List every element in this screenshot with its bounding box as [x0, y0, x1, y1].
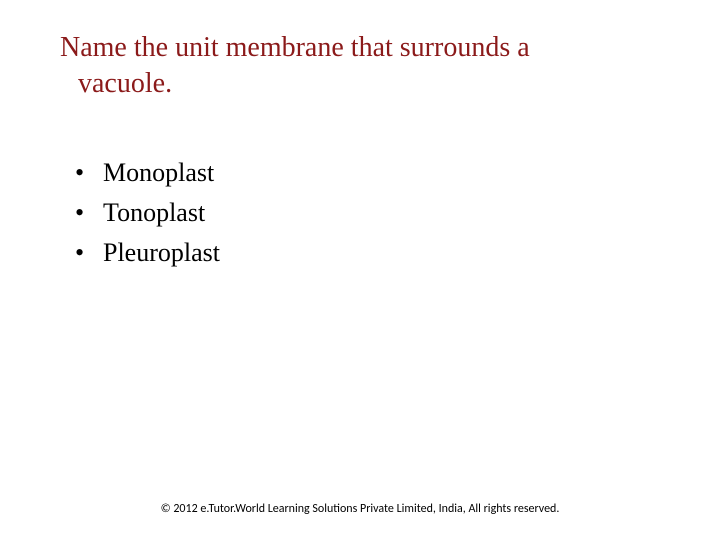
option-item: Monoplast: [75, 153, 670, 193]
option-item: Pleuroplast: [75, 233, 670, 273]
options-list: Monoplast Tonoplast Pleuroplast: [50, 153, 670, 274]
option-item: Tonoplast: [75, 193, 670, 233]
question-line-2: vacuole.: [60, 66, 670, 102]
question-line-1: Name the unit membrane that surrounds a: [60, 30, 670, 66]
slide-container: Name the unit membrane that surrounds a …: [0, 0, 720, 540]
question-text: Name the unit membrane that surrounds a …: [50, 30, 670, 103]
copyright-footer: © 2012 e.Tutor.World Learning Solutions …: [0, 502, 720, 516]
